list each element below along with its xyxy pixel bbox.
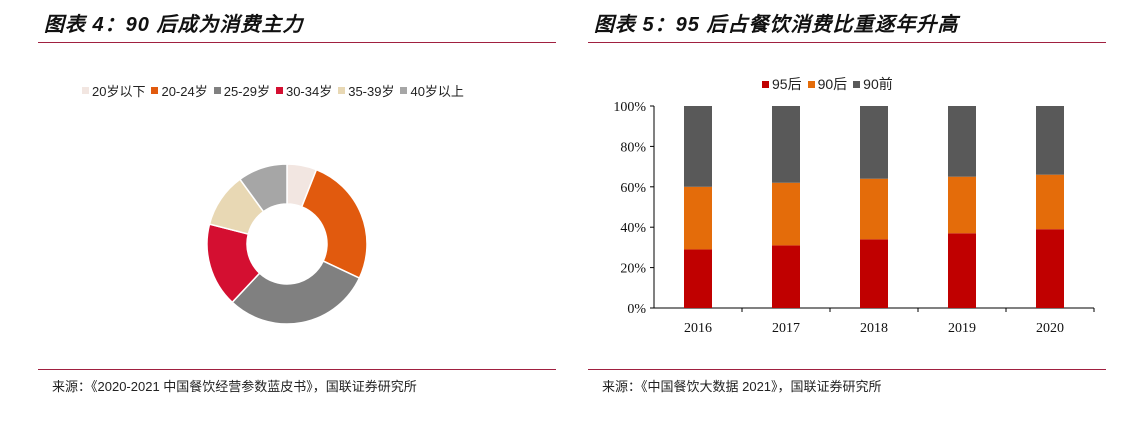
legend-swatch (338, 87, 346, 94)
legend-item: 40岁以上 (400, 81, 464, 100)
legend-swatch (151, 87, 159, 94)
donut-chart (206, 163, 368, 325)
legend-swatch (275, 87, 283, 94)
left-bottom-rule (38, 369, 556, 370)
legend-item: 90后 (807, 74, 848, 94)
legend-swatch (762, 80, 769, 88)
bar-segment (860, 106, 888, 179)
x-tick-label: 2020 (1036, 321, 1064, 336)
donut-slice (238, 163, 288, 213)
legend-swatch (807, 80, 815, 88)
left-top-rule (38, 42, 556, 43)
donut-slice (231, 260, 361, 325)
bar-segment (684, 249, 712, 308)
legend-label: 90后 (817, 76, 848, 92)
legend-item: 95后 (762, 74, 802, 94)
bar-segment (948, 176, 976, 234)
y-tick-label: 80% (620, 140, 646, 155)
legend-label: 20-24岁 (161, 84, 208, 99)
bar-segment (684, 186, 712, 250)
legend-item: 25-29岁 (213, 81, 270, 100)
left-source: 来源：《2020-2021 中国餐饮经营参数蓝皮书》，国联证券研究所 (52, 379, 417, 394)
legend-label: 20岁以下 (92, 84, 146, 99)
bar-segment (772, 182, 800, 246)
right-bottom-rule (588, 369, 1106, 370)
x-tick-label: 2016 (684, 321, 712, 336)
bar-segment (860, 178, 888, 240)
right-panel: 图表 5：95 后占餐饮消费比重逐年升高 95后 90后 90前 0% 20% 40% 6… (588, 0, 1106, 423)
pie-legend: 20岁以下 20-24岁 25-29岁 30-34岁 35-39岁 40岁以上 (82, 81, 470, 100)
right-chart-title: 图表 5：95 后占餐饮消费比重逐年升高 (594, 14, 959, 36)
y-tick-label: 60% (620, 181, 646, 196)
right-top-rule (588, 42, 1106, 43)
bar-segment (772, 106, 800, 183)
left-panel: 图表 4：90 后成为消费主力 20岁以下 20-24岁 25-29岁 30-34岁 3… (38, 0, 556, 423)
y-tick-label: 0% (627, 302, 646, 317)
x-tick-label: 2019 (948, 321, 976, 336)
legend-swatch (400, 87, 408, 94)
legend-label: 25-29岁 (223, 84, 270, 99)
legend-item: 20-24岁 (151, 81, 208, 100)
x-tick-label: 2017 (772, 321, 800, 336)
bar-segment (1036, 229, 1064, 308)
legend-label: 35-39岁 (348, 84, 395, 99)
legend-item: 20岁以下 (82, 81, 145, 100)
bar-segment (860, 239, 888, 308)
right-source: 来源：《中国餐饮大数据 2021》，国联证券研究所 (602, 379, 882, 394)
y-tick-label: 20% (620, 262, 646, 277)
bar-segment (948, 233, 976, 308)
legend-swatch (853, 80, 861, 88)
stacked-bar-chart: 0% 20% 40% 60% 80% 100% 2016 2017 2018 2019 2020 (613, 100, 1095, 336)
legend-item: 90前 (853, 74, 893, 94)
legend-label: 30-34岁 (285, 84, 333, 99)
bar-segment (772, 245, 800, 308)
bar-legend: 95后 90后 90前 (762, 74, 899, 94)
bar-segment (1036, 106, 1064, 175)
legend-label: 95后 (772, 76, 802, 92)
legend-swatch (213, 87, 221, 94)
x-tick-label: 2018 (860, 321, 888, 336)
legend-item: 35-39岁 (338, 81, 394, 100)
legend-label: 40岁以上 (410, 84, 464, 99)
y-tick-label: 100% (613, 100, 646, 115)
bar-segment (1036, 174, 1064, 230)
left-chart-title: 图表 4：90 后成为消费主力 (44, 14, 304, 36)
donut-slice (300, 168, 368, 280)
legend-item: 30-34岁 (275, 81, 333, 100)
legend-label: 90前 (863, 76, 893, 92)
bar-segment (684, 106, 712, 187)
bar-segment (948, 106, 976, 177)
legend-swatch (82, 87, 89, 94)
y-tick-label: 40% (620, 221, 646, 236)
